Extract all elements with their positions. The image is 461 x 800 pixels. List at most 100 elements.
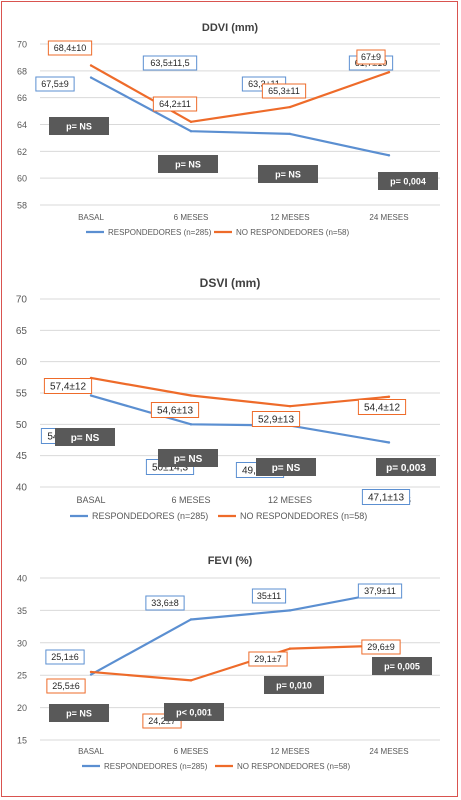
p-value-label: p= NS [174, 454, 203, 465]
p-value-label: p= 0,004 [390, 176, 426, 186]
data-point [89, 394, 93, 397]
responders-data-label-box [145, 595, 185, 611]
y-tick-label: 50 [16, 420, 28, 431]
non-responders-data-label: 64,2±11 [159, 99, 191, 109]
non-responders-data-label: 29,1±7 [254, 654, 281, 664]
non-responders-data-label-box [43, 378, 93, 394]
p-value-box [49, 117, 109, 135]
y-tick-label: 65 [16, 326, 28, 337]
p-value-box [55, 428, 115, 446]
y-tick-label: 15 [17, 736, 27, 746]
chart-title: FEVI (%) [208, 555, 253, 567]
responders-data-label-box [45, 649, 85, 665]
x-tick-label: BASAL [78, 213, 104, 222]
non-responders-data-label: 65,3±11 [268, 86, 300, 96]
p-value-box [164, 703, 224, 721]
data-point [89, 64, 93, 67]
responders-data-label-box [251, 588, 287, 604]
p-value-label: p= NS [175, 159, 201, 169]
non-responders-data-label-box [47, 40, 93, 56]
p-value-label: p= NS [66, 708, 92, 718]
legend-label: RESPONDEDORES (n=285) [104, 762, 208, 771]
x-tick-label: BASAL [78, 747, 104, 756]
y-tick-label: 40 [17, 574, 27, 584]
y-tick-label: 20 [17, 703, 27, 713]
non-responders-data-label: 68,4±10 [54, 43, 86, 53]
chart-panel-3: FEVI (%) 15 20 25 30 35 40 BASAL 6 MESES 12 MESES… [17, 555, 440, 771]
x-tick-label: 12 MESES [268, 495, 312, 505]
data-point [288, 609, 292, 612]
p-value-box [372, 657, 432, 675]
non-responders-line [90, 376, 390, 408]
responders-data-label: 35±11 [257, 591, 281, 601]
p-value-label: p= 0,003 [386, 463, 426, 474]
responders-data-label: 33,6±8 [151, 598, 178, 608]
x-tick-label: BASAL [76, 495, 105, 505]
data-point [89, 673, 93, 676]
p-value-label: p= NS [71, 433, 100, 444]
responders-data-label: 37,9±11 [364, 586, 396, 596]
non-responders-data-label: 29,6±9 [367, 642, 394, 652]
legend-label: NO RESPONDEDORES (n=58) [240, 511, 367, 521]
p-value-box [258, 165, 318, 183]
legend-label: RESPONDEDORES (n=285) [92, 511, 208, 521]
p-value-box [158, 449, 218, 467]
p-value-label: p< 0,001 [176, 707, 212, 717]
responders-line [90, 590, 390, 676]
x-tick-label: 12 MESES [270, 747, 309, 756]
non-responders-data-label-box [152, 96, 198, 112]
non-responders-data-label: 57,4±12 [50, 382, 87, 393]
responders-data-label-box [357, 583, 403, 599]
p-value-box [256, 458, 316, 476]
legend-label: NO RESPONDEDORES (n=58) [237, 762, 350, 771]
non-responders-data-label: 52,9±13 [258, 415, 295, 426]
non-responders-data-label-box [356, 49, 386, 65]
p-value-label: p= 0,005 [384, 661, 420, 671]
data-point [387, 395, 391, 398]
non-responders-data-label-box [357, 399, 407, 415]
data-point [189, 130, 193, 133]
non-responders-line [90, 644, 390, 682]
responders-data-label-box [35, 76, 75, 92]
chart-panel-2: DSVI (mm) 40 45 50 55 60 65 70 BASAL 6 MESES 12 ME… [16, 276, 440, 521]
x-tick-label: 12 MESES [270, 213, 309, 222]
data-point [89, 76, 93, 79]
p-value-label: p= 0,010 [276, 680, 312, 690]
y-tick-label: 70 [17, 40, 27, 50]
non-responders-data-label: 54,4±12 [364, 403, 401, 414]
x-tick-label: 6 MESES [174, 747, 209, 756]
non-responders-data-label: 25,5±6 [52, 681, 79, 691]
non-responders-data-label-box [46, 678, 86, 694]
data-point [189, 394, 193, 397]
x-tick-label: 24 MESES [369, 213, 408, 222]
data-point [387, 70, 391, 74]
y-tick-label: 64 [17, 120, 27, 130]
y-tick-label: 60 [17, 174, 27, 184]
x-tick-label: 24 MESES [369, 747, 408, 756]
data-point [89, 670, 93, 674]
y-tick-label: 30 [17, 638, 27, 648]
responders-data-label-box [361, 489, 411, 505]
responders-data-label-box [142, 55, 198, 71]
y-tick-label: 62 [17, 147, 27, 157]
responders-data-label: 63,5±11,5 [150, 58, 189, 68]
data-point [189, 423, 193, 426]
x-tick-label: 6 MESES [171, 495, 210, 505]
chart-title: DDVI (mm) [202, 22, 259, 34]
y-tick-label: 55 [16, 389, 28, 400]
y-tick-label: 45 [16, 451, 28, 462]
data-point [387, 441, 391, 444]
data-point [288, 105, 292, 109]
p-value-label: p= NS [66, 121, 92, 131]
legend-label: RESPONDEDORES (n=285) [108, 228, 212, 237]
legend-label: NO RESPONDEDORES (n=58) [236, 228, 349, 237]
responders-data-label: 25,1±6 [51, 652, 78, 662]
p-value-box [376, 458, 436, 476]
p-value-box [158, 155, 218, 173]
p-value-label: p= NS [275, 169, 301, 179]
non-responders-data-label-box [261, 83, 307, 99]
y-tick-label: 70 [16, 295, 28, 306]
y-tick-label: 60 [16, 357, 28, 368]
chart-panel-1: DDVI (mm) 58 60 62 64 66 68 70 BASAL 6 MESES 12 ME… [17, 22, 440, 237]
